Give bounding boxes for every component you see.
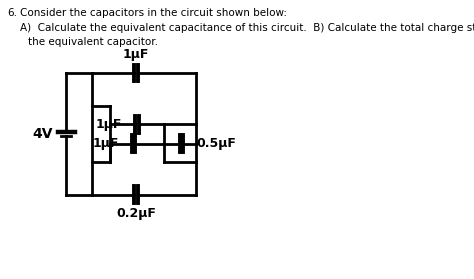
Text: Consider the capacitors in the circuit shown below:: Consider the capacitors in the circuit s… [20, 8, 287, 18]
Text: 1μF: 1μF [96, 118, 122, 131]
Text: A)  Calculate the equivalent capacitance of this circuit.  B) Calculate the tota: A) Calculate the equivalent capacitance … [20, 23, 474, 33]
Text: 0.2μF: 0.2μF [116, 207, 156, 220]
Text: 1μF: 1μF [123, 48, 149, 61]
Text: 1μF: 1μF [92, 137, 119, 150]
Text: the equivalent capacitor.: the equivalent capacitor. [28, 37, 158, 47]
Text: 0.5μF: 0.5μF [196, 137, 236, 150]
Text: 4V: 4V [32, 127, 53, 141]
Text: 6.: 6. [7, 8, 17, 18]
